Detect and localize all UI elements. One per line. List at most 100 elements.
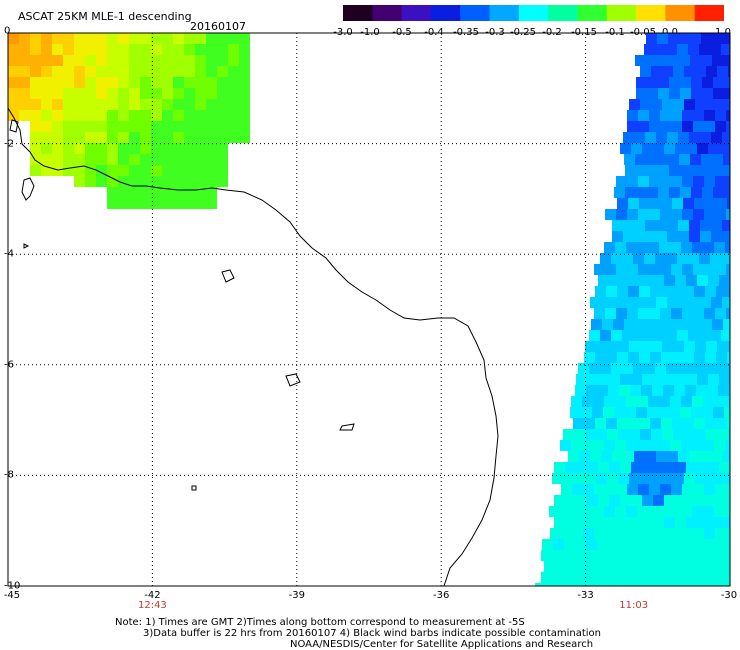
swath-cell	[711, 132, 722, 143]
swath-cell	[662, 66, 673, 77]
swath-cell	[151, 121, 162, 132]
swath-cell	[576, 462, 587, 473]
swath-cell	[717, 66, 728, 77]
swath-cell	[52, 165, 63, 176]
swath-cell	[655, 44, 666, 55]
swath-cell	[162, 110, 173, 121]
swath-cell	[617, 418, 628, 429]
swath-cell	[228, 33, 239, 44]
swath-cell	[712, 154, 723, 165]
swath-cell	[609, 275, 620, 286]
swath-cell	[638, 121, 649, 132]
swath-cell	[713, 407, 724, 418]
swath-cell	[678, 220, 689, 231]
swath-cell	[576, 374, 587, 385]
map-title: ASCAT 25KM MLE-1 descending	[18, 10, 192, 23]
swath-cell	[660, 110, 671, 121]
colorbar	[343, 5, 724, 21]
swath-cell	[717, 572, 728, 583]
colorbar-cell	[343, 5, 373, 21]
swath-cell	[162, 66, 173, 77]
swath-cell	[620, 143, 631, 154]
swath-cell	[715, 121, 726, 132]
swath-cell	[591, 319, 602, 330]
swath-cell	[683, 286, 694, 297]
swath-cell	[721, 330, 730, 341]
swath-cell	[52, 99, 63, 110]
swath-cell	[644, 253, 655, 264]
swath-cell	[563, 550, 574, 561]
swath-cell	[118, 110, 129, 121]
swath-cell	[52, 44, 63, 55]
coastline-islands	[9, 119, 355, 491]
swath-cell	[609, 495, 620, 506]
swath-cell	[677, 363, 688, 374]
swath-cell	[107, 110, 118, 121]
swath-cell	[118, 77, 129, 88]
swath-cell	[704, 484, 715, 495]
swath-cell	[162, 33, 173, 44]
swath-cell	[589, 330, 600, 341]
swath-cell	[239, 99, 250, 110]
swath-cell	[677, 44, 688, 55]
swath-cell	[584, 418, 595, 429]
swath-cell	[585, 341, 596, 352]
swath-cell	[239, 55, 250, 66]
swath-cell	[623, 220, 634, 231]
swath-cell	[719, 374, 730, 385]
swath-cell	[717, 429, 728, 440]
colorbar-cell	[489, 5, 520, 21]
swath-cell	[690, 319, 701, 330]
swath-cell	[575, 539, 586, 550]
swath-cell	[563, 572, 574, 583]
swath-cell	[74, 44, 85, 55]
swath-cell	[162, 99, 173, 110]
swath-cell	[598, 495, 609, 506]
swath-cell	[673, 66, 684, 77]
swath-cell	[600, 253, 611, 264]
swath-cell	[685, 385, 696, 396]
swath-cell	[671, 264, 682, 275]
swath-cell	[63, 77, 74, 88]
swath-cell	[642, 462, 653, 473]
swath-cell	[184, 77, 195, 88]
swath-cell	[74, 33, 85, 44]
swath-cell	[653, 275, 664, 286]
swath-cell	[239, 121, 250, 132]
swath-cell	[30, 77, 41, 88]
longitude-label: -39	[288, 590, 305, 601]
swath-cell	[573, 418, 584, 429]
swath-cell	[678, 451, 689, 462]
swath-cell	[552, 572, 563, 583]
swath-cell	[640, 429, 651, 440]
swath-cell	[118, 154, 129, 165]
swath-cell	[714, 242, 725, 253]
swath-cell	[173, 132, 184, 143]
swath-cell	[713, 187, 724, 198]
swath-cell	[719, 517, 730, 528]
swath-cell	[611, 253, 622, 264]
swath-cell	[96, 66, 107, 77]
swath-cell	[631, 517, 642, 528]
swath-cell	[667, 451, 678, 462]
swath-cell	[623, 583, 634, 586]
swath-cell	[627, 308, 638, 319]
swath-cell	[693, 528, 704, 539]
swath-cell	[30, 44, 41, 55]
swath-cell	[195, 198, 206, 209]
swath-cell	[162, 165, 173, 176]
swath-cell	[618, 572, 629, 583]
swath-cell	[612, 231, 623, 242]
swath-cell	[228, 44, 239, 55]
swath-cell	[228, 88, 239, 99]
swath-cell	[632, 561, 643, 572]
swath-cell	[653, 374, 664, 385]
swath-cell	[704, 308, 715, 319]
swath-cell	[691, 407, 702, 418]
swath-cell	[554, 495, 565, 506]
swath-cell	[74, 88, 85, 99]
swath-cell	[570, 407, 581, 418]
swath-cell	[675, 275, 686, 286]
swath-cell	[644, 44, 655, 55]
swath-cell	[623, 297, 634, 308]
